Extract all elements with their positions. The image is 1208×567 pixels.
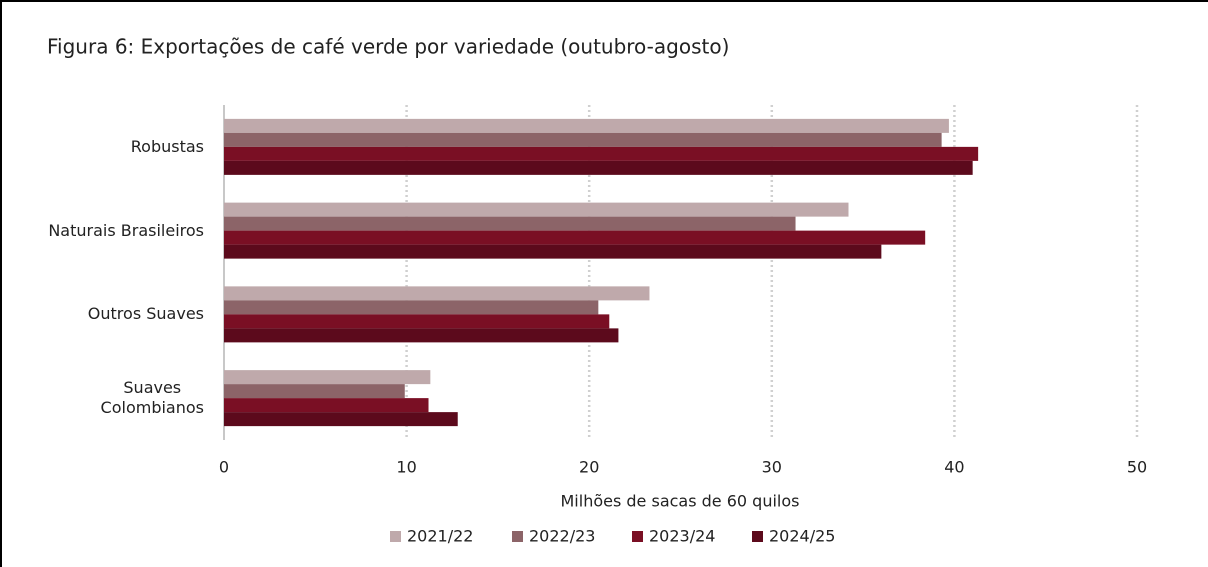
- bar: [224, 328, 619, 343]
- bar: [224, 398, 429, 413]
- y-tick-label: Outros Suaves: [87, 304, 204, 324]
- legend-swatch: [512, 531, 523, 542]
- x-tick-label: 10: [396, 458, 416, 477]
- y-tick-label: Robustas: [130, 136, 204, 156]
- bar: [224, 286, 650, 301]
- y-tick-label: Naturais Brasileiros: [48, 220, 204, 240]
- bar: [224, 370, 431, 385]
- y-tick-label: Suaves Colombianos: [100, 378, 204, 418]
- legend-label: 2023/24: [649, 527, 715, 546]
- bar: [224, 244, 882, 259]
- legend-swatch: [632, 531, 643, 542]
- x-tick-label: 30: [762, 458, 782, 477]
- legend-label: 2021/22: [407, 527, 473, 546]
- chart-title: Figura 6: Exportações de café verde por …: [47, 35, 729, 59]
- bar: [224, 300, 599, 315]
- legend-label: 2024/25: [769, 527, 835, 546]
- bar: [224, 118, 949, 133]
- bar: [224, 216, 796, 231]
- bar: [224, 230, 926, 245]
- legend-swatch: [752, 531, 763, 542]
- bar: [224, 160, 973, 175]
- legend-swatch: [390, 531, 401, 542]
- bar: [224, 202, 849, 217]
- bar: [224, 384, 405, 399]
- x-tick-label: 50: [1127, 458, 1147, 477]
- x-axis-title: Milhões de sacas de 60 quilos: [561, 492, 800, 511]
- x-tick-label: 20: [579, 458, 599, 477]
- x-tick-label: 0: [219, 458, 229, 477]
- bar: [224, 146, 979, 161]
- bar: [224, 412, 458, 427]
- x-tick-label: 40: [944, 458, 964, 477]
- legend-label: 2022/23: [529, 527, 595, 546]
- bar: [224, 132, 942, 147]
- bar: [224, 314, 610, 329]
